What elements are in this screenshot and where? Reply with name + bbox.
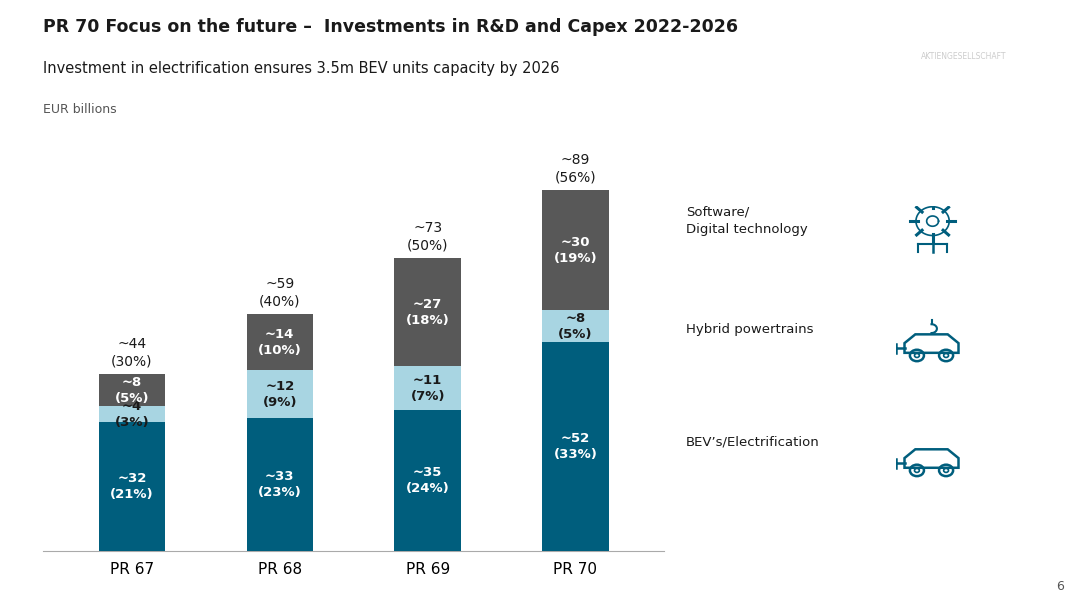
Bar <box>98 422 165 551</box>
Text: ~12
(9%): ~12 (9%) <box>262 380 297 409</box>
Bar <box>246 419 313 551</box>
Text: ~73
(50%): ~73 (50%) <box>407 221 448 252</box>
Text: ~8
(5%): ~8 (5%) <box>114 376 149 405</box>
Text: Hybrid powertrains: Hybrid powertrains <box>686 323 813 336</box>
Text: ~14
(10%): ~14 (10%) <box>258 328 301 357</box>
Text: ~8
(5%): ~8 (5%) <box>558 312 593 341</box>
Bar <box>394 258 461 367</box>
Text: BEV’s/Electrification: BEV’s/Electrification <box>686 435 820 448</box>
Bar <box>542 190 609 310</box>
Text: ~32
(21%): ~32 (21%) <box>110 472 153 501</box>
Text: ~30
(19%): ~30 (19%) <box>554 236 597 265</box>
Bar <box>246 370 313 419</box>
Text: PR 70 Focus on the future –  Investments in R&D and Capex 2022-2026: PR 70 Focus on the future – Investments … <box>43 18 739 36</box>
Text: ~4
(3%): ~4 (3%) <box>114 400 149 429</box>
Text: EUR billions: EUR billions <box>43 103 117 116</box>
Text: Software/
Digital technology: Software/ Digital technology <box>686 206 808 236</box>
Text: ~11
(7%): ~11 (7%) <box>410 374 445 403</box>
Bar <box>542 310 609 342</box>
Text: ~59
(40%): ~59 (40%) <box>259 277 300 309</box>
Text: ~52
(33%): ~52 (33%) <box>554 432 597 461</box>
Text: VOLKSWAGEN: VOLKSWAGEN <box>915 26 1013 39</box>
Bar <box>394 410 461 551</box>
Bar <box>98 407 165 422</box>
Text: ~27
(18%): ~27 (18%) <box>406 298 449 327</box>
Bar <box>246 314 313 370</box>
Text: AKTIENGESELLSCHAFT: AKTIENGESELLSCHAFT <box>921 53 1007 62</box>
Text: ~44
(30%): ~44 (30%) <box>111 337 152 368</box>
Bar <box>394 367 461 410</box>
Text: ~33
(23%): ~33 (23%) <box>258 470 301 499</box>
Text: Investment in electrification ensures 3.5m BEV units capacity by 2026: Investment in electrification ensures 3.… <box>43 60 559 76</box>
Bar <box>542 342 609 551</box>
Bar <box>98 374 165 407</box>
Text: ~89
(56%): ~89 (56%) <box>555 153 596 184</box>
Text: 6: 6 <box>1056 580 1064 593</box>
Text: ~35
(24%): ~35 (24%) <box>406 466 449 495</box>
